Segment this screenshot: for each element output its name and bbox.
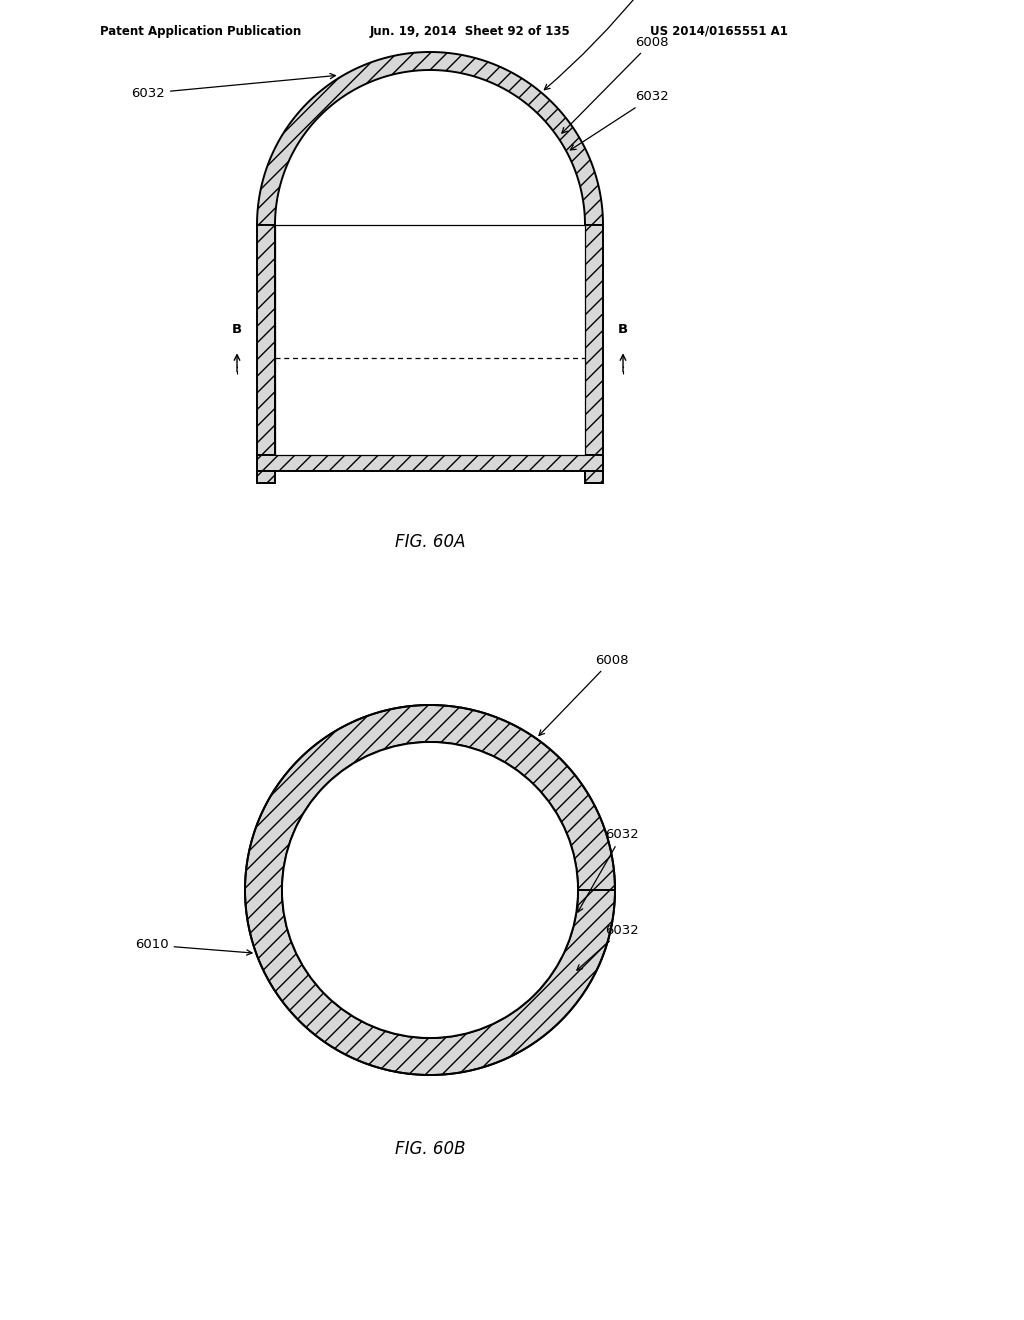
Circle shape <box>282 742 578 1038</box>
Text: 6030: 6030 <box>545 0 669 90</box>
Text: B: B <box>617 323 628 337</box>
Text: 6010: 6010 <box>135 939 252 956</box>
Bar <box>585 471 603 483</box>
Text: 6032: 6032 <box>578 829 639 912</box>
Text: Jun. 19, 2014  Sheet 92 of 135: Jun. 19, 2014 Sheet 92 of 135 <box>370 25 570 38</box>
Text: 6008: 6008 <box>539 653 629 735</box>
Text: B: B <box>232 323 242 337</box>
Bar <box>257 471 275 483</box>
Text: FIG. 60A: FIG. 60A <box>394 533 465 550</box>
Text: FIG. 60B: FIG. 60B <box>394 1140 465 1158</box>
Polygon shape <box>245 705 615 1074</box>
Polygon shape <box>257 51 603 224</box>
Bar <box>585 224 603 455</box>
Text: US 2014/0165551 A1: US 2014/0165551 A1 <box>650 25 787 38</box>
Text: 6032: 6032 <box>570 91 669 150</box>
Text: 6032: 6032 <box>131 74 335 100</box>
Bar <box>257 455 603 471</box>
Bar <box>275 224 585 455</box>
Text: 6032: 6032 <box>577 924 639 970</box>
Bar <box>257 224 275 455</box>
Text: Patent Application Publication: Patent Application Publication <box>100 25 301 38</box>
Text: 6008: 6008 <box>562 36 669 133</box>
